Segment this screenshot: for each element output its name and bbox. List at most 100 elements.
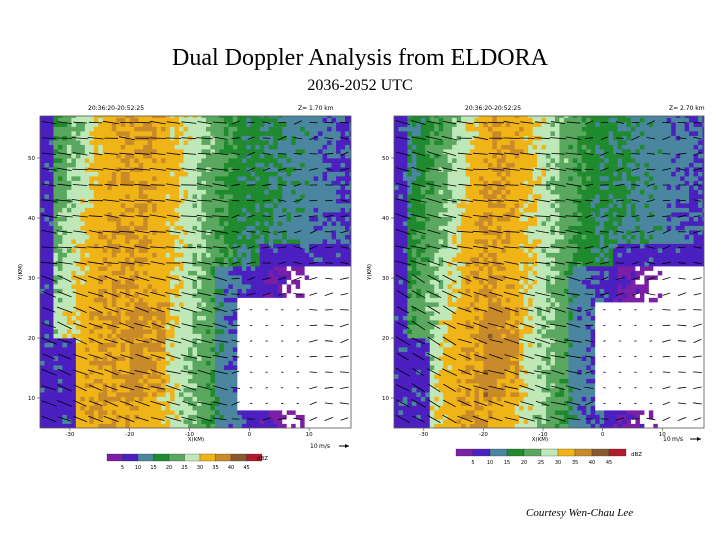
reflectivity-cell bbox=[71, 230, 77, 235]
reflectivity-cell bbox=[318, 315, 323, 321]
reflectivity-cell bbox=[53, 239, 59, 244]
reflectivity-cell bbox=[300, 198, 306, 204]
reflectivity-cell bbox=[340, 144, 346, 150]
reflectivity-cell bbox=[219, 293, 225, 298]
reflectivity-cell bbox=[318, 212, 323, 217]
reflectivity-cell bbox=[188, 270, 193, 276]
reflectivity-cell bbox=[66, 257, 72, 262]
reflectivity-cell bbox=[282, 297, 288, 303]
reflectivity-cell bbox=[340, 225, 346, 231]
reflectivity-cell bbox=[165, 311, 171, 316]
wind-vector bbox=[88, 152, 103, 156]
reflectivity-cell bbox=[214, 234, 220, 240]
reflectivity-cell bbox=[129, 369, 135, 375]
reflectivity-cell bbox=[219, 189, 225, 195]
reflectivity-cell bbox=[44, 252, 50, 258]
reflectivity-cell bbox=[300, 257, 306, 262]
reflectivity-cell bbox=[309, 414, 315, 420]
reflectivity-cell bbox=[277, 257, 283, 262]
reflectivity-cell bbox=[237, 419, 243, 424]
reflectivity-cell bbox=[165, 356, 171, 361]
wind-vector bbox=[72, 369, 88, 376]
reflectivity-cell bbox=[62, 284, 68, 289]
reflectivity-cell bbox=[156, 203, 162, 208]
reflectivity-cell bbox=[111, 414, 117, 420]
reflectivity-cell bbox=[259, 149, 265, 154]
reflectivity-cell bbox=[349, 333, 351, 339]
reflectivity-cell bbox=[327, 207, 332, 213]
reflectivity-cell bbox=[138, 122, 144, 127]
reflectivity-cell bbox=[309, 216, 315, 222]
reflectivity-cell bbox=[89, 414, 95, 420]
reflectivity-cell bbox=[327, 257, 332, 262]
reflectivity-cell bbox=[228, 387, 234, 393]
reflectivity-cell bbox=[237, 405, 243, 411]
reflectivity-cell bbox=[183, 270, 189, 276]
reflectivity-cell bbox=[170, 153, 175, 159]
reflectivity-cell bbox=[147, 279, 153, 285]
reflectivity-cell bbox=[322, 162, 328, 168]
reflectivity-cell bbox=[250, 135, 256, 141]
reflectivity-cell bbox=[255, 122, 261, 127]
reflectivity-cell bbox=[53, 320, 59, 325]
reflectivity-cell bbox=[40, 194, 45, 199]
reflectivity-cell bbox=[152, 221, 158, 226]
reflectivity-cell bbox=[232, 270, 238, 276]
reflectivity-cell bbox=[75, 252, 81, 258]
reflectivity-cell bbox=[318, 365, 323, 370]
reflectivity-cell bbox=[295, 140, 301, 145]
reflectivity-cell bbox=[313, 288, 319, 294]
reflectivity-cell bbox=[264, 131, 270, 136]
reflectivity-cell bbox=[250, 194, 256, 199]
reflectivity-cell bbox=[340, 378, 346, 384]
reflectivity-cell bbox=[345, 203, 350, 208]
reflectivity-cell bbox=[174, 243, 180, 249]
wind-vector bbox=[41, 246, 57, 249]
reflectivity-cell bbox=[273, 315, 279, 321]
reflectivity-cell bbox=[273, 239, 279, 244]
reflectivity-cell bbox=[259, 153, 265, 159]
reflectivity-cell bbox=[129, 266, 135, 271]
reflectivity-cell bbox=[277, 288, 283, 294]
reflectivity-cell bbox=[300, 405, 306, 411]
reflectivity-cell bbox=[170, 261, 175, 267]
reflectivity-cell bbox=[143, 279, 149, 285]
reflectivity-cell bbox=[282, 203, 288, 208]
reflectivity-cell bbox=[237, 396, 243, 402]
reflectivity-cell bbox=[120, 387, 126, 393]
reflectivity-cell bbox=[336, 347, 341, 352]
reflectivity-cell bbox=[264, 239, 270, 244]
reflectivity-cell bbox=[143, 329, 149, 334]
reflectivity-cell bbox=[349, 374, 351, 379]
reflectivity-cell bbox=[219, 333, 225, 339]
reflectivity-cell bbox=[219, 239, 225, 244]
reflectivity-cell bbox=[232, 116, 238, 118]
reflectivity-cell bbox=[111, 194, 117, 199]
reflectivity-cell bbox=[107, 216, 113, 222]
reflectivity-cell bbox=[340, 419, 346, 424]
reflectivity-cell bbox=[125, 158, 131, 163]
reflectivity-cell bbox=[197, 369, 202, 375]
reflectivity-cell bbox=[309, 153, 315, 159]
reflectivity-cell bbox=[340, 203, 346, 208]
reflectivity-cell bbox=[219, 171, 225, 177]
reflectivity-cell bbox=[237, 144, 243, 150]
reflectivity-cell bbox=[264, 284, 270, 289]
reflectivity-cell bbox=[318, 401, 323, 406]
reflectivity-cell bbox=[165, 414, 171, 420]
reflectivity-cell bbox=[309, 423, 315, 428]
reflectivity-cell bbox=[197, 270, 202, 276]
reflectivity-cell bbox=[259, 311, 265, 316]
reflectivity-cell bbox=[331, 288, 337, 294]
reflectivity-cell bbox=[273, 275, 279, 280]
reflectivity-cell bbox=[322, 158, 328, 163]
reflectivity-cell bbox=[53, 333, 59, 339]
reflectivity-cell bbox=[107, 275, 113, 280]
reflectivity-cell bbox=[66, 302, 72, 307]
reflectivity-cell bbox=[48, 419, 54, 424]
reflectivity-cell bbox=[71, 122, 77, 127]
reflectivity-cell bbox=[300, 293, 306, 298]
reflectivity-cell bbox=[286, 189, 292, 195]
reflectivity-cell bbox=[53, 266, 59, 271]
reflectivity-cell bbox=[44, 387, 50, 393]
